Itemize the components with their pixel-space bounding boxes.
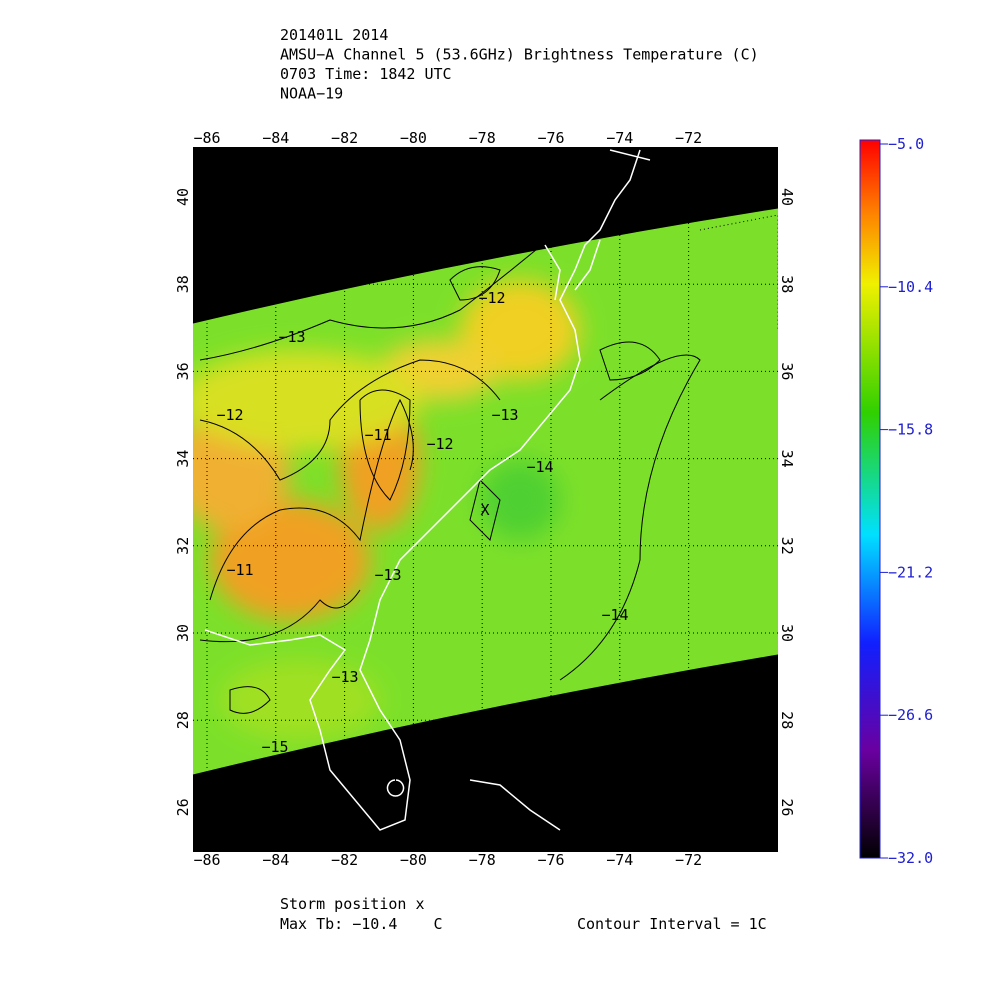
lat-label: 28 xyxy=(174,711,192,729)
lat-label: 40 xyxy=(174,188,192,206)
lat-label: 26 xyxy=(174,798,192,816)
header-line: AMSU−A Channel 5 (53.6GHz) Brightness Te… xyxy=(280,46,759,64)
contour-label: −13 xyxy=(278,328,305,346)
lon-label: −78 xyxy=(469,851,496,869)
lon-label: −82 xyxy=(331,851,358,869)
contour-label: −12 xyxy=(478,289,505,307)
lon-label: −76 xyxy=(537,129,564,147)
lat-label: 36 xyxy=(174,362,192,380)
contour-labels: −13 −12 −12 −11 −12 −13 −14 −11 −13 −14 −13 −15 xyxy=(216,289,628,756)
colorbar-label: −21.2 xyxy=(888,563,933,581)
contour-label: −15 xyxy=(261,738,288,756)
lat-label: 32 xyxy=(174,537,192,555)
header-line: 201401L 2014 xyxy=(280,26,388,44)
lat-label: 40 xyxy=(778,188,796,206)
lat-label: 34 xyxy=(778,450,796,468)
lon-label: −80 xyxy=(400,851,427,869)
lat-label: 36 xyxy=(778,362,796,380)
lon-label: −80 xyxy=(400,129,427,147)
contour-label: −12 xyxy=(426,435,453,453)
graticule: −86 −86 −84 −84 −82 −82 −80 −80 −78 −78 −76 −76 −74 −… xyxy=(174,129,796,869)
colorbar-label: −26.6 xyxy=(888,706,933,724)
header-line: NOAA−19 xyxy=(280,85,343,103)
lat-label: 34 xyxy=(174,450,192,468)
lon-label: −86 xyxy=(193,851,220,869)
colorbar xyxy=(859,139,881,859)
footer-interval: Contour Interval = 1C xyxy=(577,915,767,933)
lat-label: 30 xyxy=(174,624,192,642)
lon-label: −86 xyxy=(193,129,220,147)
contour-label: −13 xyxy=(331,668,358,686)
lon-label: −76 xyxy=(537,851,564,869)
lat-label: 26 xyxy=(778,798,796,816)
header-line: 0703 Time: 1842 UTC xyxy=(280,65,452,83)
lon-label: −78 xyxy=(469,129,496,147)
swath-edge xyxy=(192,207,779,776)
swath xyxy=(193,208,778,775)
contour-label: −13 xyxy=(491,406,518,424)
lat-label: 38 xyxy=(778,275,796,293)
colorbar-label: −5.0 xyxy=(888,135,924,153)
lat-label: 30 xyxy=(778,624,796,642)
contour-label: −12 xyxy=(216,406,243,424)
colorbar-label: −32.0 xyxy=(888,849,933,867)
contour-label: −14 xyxy=(526,458,553,476)
lon-label: −84 xyxy=(262,129,289,147)
lon-label: −74 xyxy=(606,129,633,147)
lat-label: 32 xyxy=(778,537,796,555)
contour-label: −13 xyxy=(374,566,401,584)
lon-label: −72 xyxy=(675,129,702,147)
contour-label: −11 xyxy=(364,426,391,444)
footer-storm: Storm position x xyxy=(280,895,425,913)
colorbar-label: −10.4 xyxy=(888,278,933,296)
lon-label: −72 xyxy=(675,851,702,869)
lon-label: −84 xyxy=(262,851,289,869)
header: 201401L 2014 AMSU−A Channel 5 (53.6GHz) B… xyxy=(280,26,759,103)
lat-label: 38 xyxy=(174,275,192,293)
storm-marker: X xyxy=(480,501,489,519)
colorbar-ticks: −5.0 −10.4 −15.8 −21.2 −26.6 −32.0 xyxy=(880,135,933,867)
contour-label: −11 xyxy=(226,561,253,579)
lat-label: 28 xyxy=(778,711,796,729)
lon-label: −74 xyxy=(606,851,633,869)
coastline xyxy=(204,149,651,831)
contour-label: −14 xyxy=(601,606,628,624)
lon-label: −82 xyxy=(331,129,358,147)
colorbar-label: −15.8 xyxy=(888,421,933,439)
footer-max-tb: Max Tb: −10.4 C xyxy=(280,915,443,933)
